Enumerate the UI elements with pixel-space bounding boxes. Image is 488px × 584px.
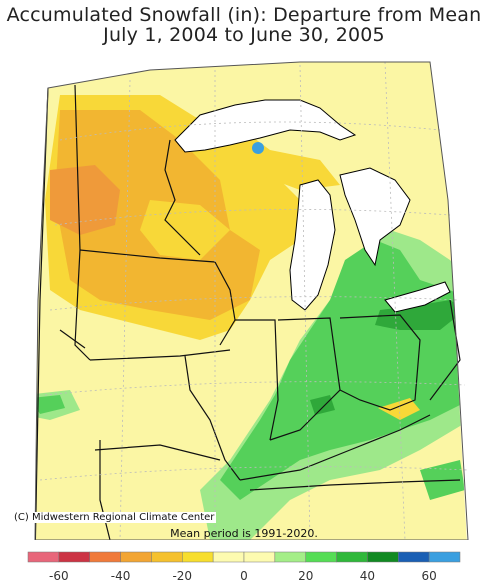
lake-michigan [289, 179, 336, 311]
yellow-pocket-mn [140, 200, 230, 260]
mean-period-note: Mean period is 1991-2020. [170, 527, 318, 540]
map-title-line2: July 1, 2004 to June 30, 2005 [103, 24, 385, 46]
legend-tick-label: -60 [49, 569, 69, 583]
legend-swatch [367, 551, 399, 563]
graticule [39, 61, 469, 540]
great-lakes [174, 99, 451, 313]
orange-zone-west [50, 165, 120, 235]
legend-swatch [27, 551, 60, 563]
map-frame [34, 61, 469, 540]
dark-green-patch-in [310, 395, 335, 415]
legend-swatch [182, 551, 214, 563]
snowfall-departure-map [34, 61, 469, 540]
legend-swatch [151, 551, 183, 563]
legend-swatch [274, 551, 306, 563]
legend-tick-label: 60 [422, 569, 437, 583]
legend-swatch [398, 551, 430, 563]
legend-swatch [58, 551, 90, 563]
legend-tick-label: 20 [298, 569, 313, 583]
green-patch-il [35, 395, 65, 414]
legend-tick-label: 40 [360, 569, 375, 583]
legend-swatch [305, 551, 337, 563]
legend-tick-label: -40 [111, 569, 131, 583]
lake-superior [174, 99, 357, 153]
dark-green-patch-mi [375, 300, 465, 330]
legend-swatch [212, 551, 245, 563]
map-title-line1: Accumulated Snowfall (in): Departure fro… [6, 4, 482, 26]
blue-speck [252, 142, 264, 154]
color-legend: -60 -40 -20 0 20 40 60 [27, 551, 461, 583]
legend-swatch [89, 551, 121, 563]
legend-tick-label: 0 [240, 569, 248, 583]
legend-swatch [120, 551, 152, 563]
legend-tick-label: -20 [172, 569, 192, 583]
shaded-field [35, 62, 468, 540]
yellow-patch-east [378, 398, 420, 420]
legend-swatch [243, 551, 276, 563]
map-credit: (C) Midwestern Regional Climate Center [12, 512, 217, 523]
legend-swatch [336, 551, 368, 563]
lake-erie [384, 281, 451, 313]
legend-swatch [428, 551, 461, 563]
state-borders [34, 84, 461, 540]
lake-huron [339, 167, 411, 267]
